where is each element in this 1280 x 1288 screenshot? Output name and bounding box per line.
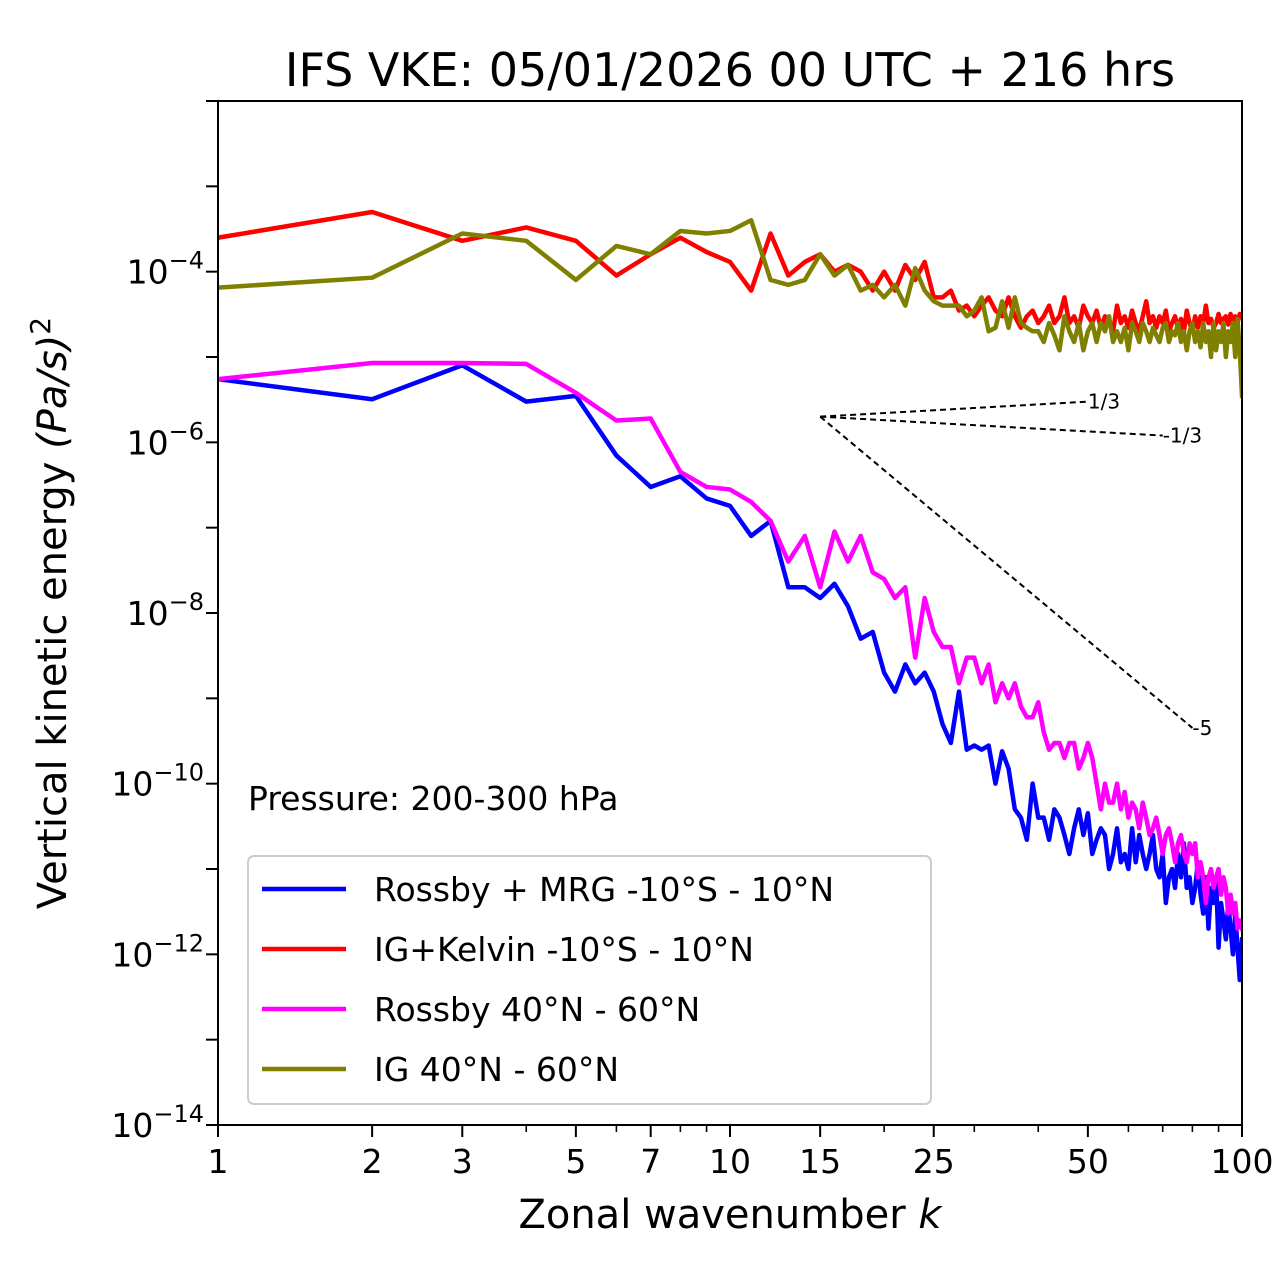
pressure-annotation: Pressure: 200-300 hPa bbox=[248, 779, 618, 818]
series-lines bbox=[218, 209, 1242, 983]
x-tick-label: 3 bbox=[452, 1142, 473, 1181]
x-tick-label: 2 bbox=[362, 1142, 383, 1181]
x-tick-label: 50 bbox=[1067, 1142, 1109, 1181]
reference-lines bbox=[819, 400, 1194, 729]
y-tick-label: 10−12 bbox=[111, 929, 204, 974]
legend-label-3: Rossby 40°N - 60°N bbox=[374, 990, 700, 1029]
x-tick-label: 5 bbox=[565, 1142, 586, 1181]
y-axis-ticks: 10−14 10−12 10−10 10−8 10−6 10−4 bbox=[111, 100, 218, 1145]
series-line-4 bbox=[218, 218, 1242, 399]
series-line-3 bbox=[218, 360, 1242, 932]
legend-label-2: IG+Kelvin -10°S - 10°N bbox=[374, 930, 754, 969]
y-tick-label: 10−8 bbox=[127, 588, 204, 633]
y-axis-label: Vertical kinetic energy (Pa/s)2 bbox=[24, 317, 76, 909]
y-tick-label: 10−4 bbox=[127, 247, 204, 292]
x-tick-label: 1 bbox=[208, 1142, 229, 1181]
y-tick-label: 10−6 bbox=[127, 417, 204, 462]
x-tick-label: 7 bbox=[640, 1142, 661, 1181]
chart-title: IFS VKE: 05/01/2026 00 UTC + 216 hrs bbox=[285, 43, 1175, 97]
legend-box bbox=[247, 855, 932, 1105]
legend-label-4: IG 40°N - 60°N bbox=[374, 1050, 619, 1089]
x-axis-ticks: 1 2 3 5 7 10 15 25 50 100 bbox=[208, 1125, 1274, 1181]
y-tick-label: 10−10 bbox=[111, 759, 204, 804]
reference-line-3 bbox=[819, 415, 1194, 729]
y-tick-label: 10−14 bbox=[111, 1100, 204, 1145]
reference-line-label: -5 bbox=[1192, 716, 1212, 740]
series-line-2 bbox=[218, 209, 1242, 334]
x-tick-label: 25 bbox=[913, 1142, 955, 1181]
series-line-1 bbox=[218, 363, 1242, 983]
reference-line-labels: 1/3 -1/3 -5 bbox=[1088, 390, 1212, 740]
reference-line-1 bbox=[820, 400, 1088, 418]
x-tick-label: 10 bbox=[709, 1142, 751, 1181]
reference-line-label: 1/3 bbox=[1088, 390, 1120, 414]
x-tick-label: 15 bbox=[799, 1142, 841, 1181]
x-axis-label: Zonal wavenumber k bbox=[518, 1192, 943, 1238]
legend: Rossby + MRG -10°S - 10°N IG+Kelvin -10°S… bbox=[247, 855, 932, 1105]
x-tick-label: 100 bbox=[1211, 1142, 1274, 1181]
reference-line-label: -1/3 bbox=[1163, 424, 1202, 448]
reference-line-2 bbox=[820, 415, 1163, 437]
legend-label-1: Rossby + MRG -10°S - 10°N bbox=[374, 870, 834, 909]
